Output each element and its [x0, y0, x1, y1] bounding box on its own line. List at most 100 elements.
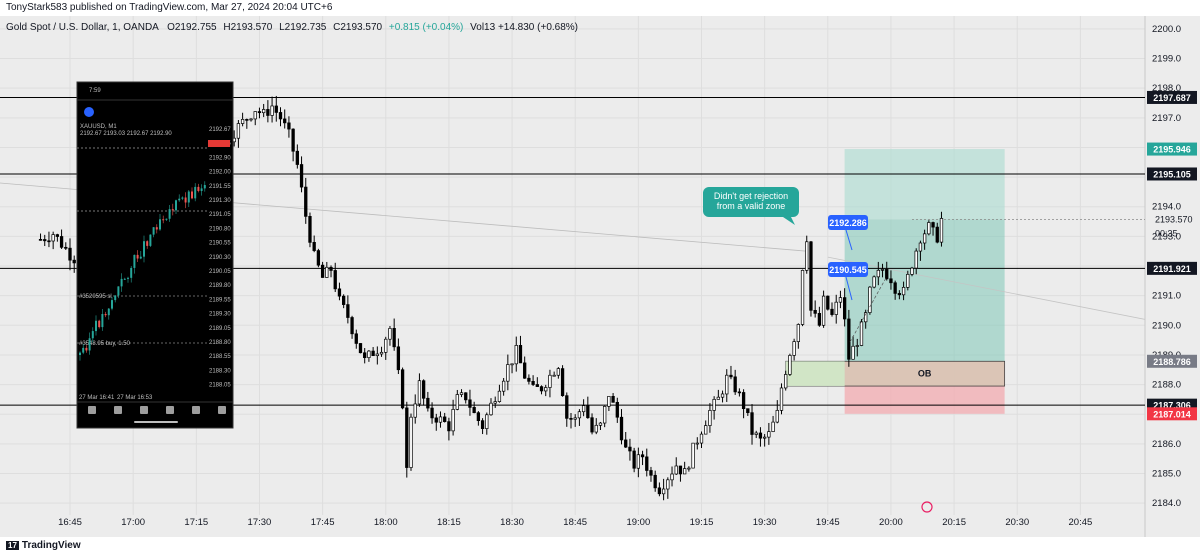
candle-body — [737, 391, 742, 394]
chart-legend: Gold Spot / U.S. Dollar, 1, OANDA O2192.… — [6, 22, 578, 33]
price-tag-label: 2195.105 — [1153, 169, 1191, 179]
candle-body — [59, 236, 64, 248]
candle-body — [640, 454, 645, 458]
candle-body — [590, 417, 594, 433]
candle-body — [291, 128, 295, 152]
phone-order-buy: #3548.95 buy, 1.50 — [79, 341, 131, 347]
candle-body — [746, 408, 750, 414]
candle-body — [771, 421, 775, 432]
phone-app-icon — [84, 107, 94, 117]
candle-body — [889, 278, 893, 284]
candle-body — [464, 392, 468, 401]
projection-line — [849, 277, 887, 343]
candle-body — [501, 380, 506, 392]
candle-body — [729, 374, 733, 378]
phone-price-label: 2189.80 — [209, 283, 231, 289]
phone-candle-body — [88, 338, 91, 351]
phone-candle-body — [187, 191, 190, 203]
candle-body — [603, 405, 607, 424]
candle-body — [666, 479, 670, 490]
candle-body — [342, 295, 346, 305]
x-tick-label: 19:30 — [753, 517, 777, 528]
phone-candle-body — [111, 300, 113, 309]
phone-price-label: 2191.55 — [209, 184, 231, 190]
candle-body — [758, 432, 763, 439]
y-tick-label: 2193.0 — [1152, 231, 1181, 242]
x-tick-label: 19:45 — [816, 517, 840, 528]
price-tag-label: 2191.921 — [1153, 264, 1191, 274]
candle-body — [518, 345, 523, 364]
price-tag-box — [1147, 142, 1197, 156]
candle-body — [615, 401, 619, 418]
candle-body — [308, 216, 312, 243]
candle-body — [38, 238, 43, 241]
phone-nav-icon — [192, 406, 200, 414]
phone-price-label: 2190.80 — [209, 226, 231, 232]
candle-body — [325, 266, 329, 278]
phone-home-bar — [134, 421, 178, 423]
tradingview-logo[interactable]: 17 TradingView — [6, 540, 81, 551]
candle-body — [624, 439, 628, 448]
phone-candle-body — [104, 313, 107, 316]
price-tag-label: 2195.946 — [1153, 145, 1191, 155]
candle-body — [55, 234, 60, 237]
candle-body — [489, 402, 493, 416]
candle-body — [868, 286, 872, 313]
candle-body — [569, 418, 573, 420]
phone-nav-icon — [140, 406, 148, 414]
candle-body — [939, 218, 944, 243]
time-axis[interactable]: 16:45 17:00 17:15 17:30 17:45 18:00 18:15 18:30… — [58, 517, 1092, 528]
phone-quote: 2192.67 2193.03 2192.67 2192.90 — [80, 131, 172, 137]
phone-candle-body — [171, 209, 174, 211]
candle-body — [523, 362, 527, 379]
candle-body — [47, 240, 51, 243]
phone-candle-body — [200, 188, 203, 191]
candle-body — [447, 421, 451, 432]
candle-body — [64, 246, 68, 249]
candle-body — [409, 416, 413, 468]
candle-body — [784, 374, 788, 389]
candle-body — [371, 350, 375, 357]
phone-price-label: 2189.30 — [209, 312, 231, 318]
candle-body — [826, 295, 830, 310]
x-tick-label: 17:45 — [311, 517, 335, 528]
phone-candle-body — [130, 267, 133, 278]
candle-body — [897, 293, 902, 296]
candle-body — [611, 396, 615, 403]
candle-body — [762, 436, 767, 439]
phone-price-label: 2190.30 — [209, 255, 231, 261]
candle-body — [914, 250, 918, 269]
legend-symbol: Gold Spot / U.S. Dollar, 1, OANDA — [6, 22, 159, 33]
candle-body — [607, 396, 611, 407]
y-tick-label: 2188.0 — [1152, 380, 1181, 391]
candle-body — [922, 233, 927, 244]
y-tick-label: 2197.0 — [1152, 113, 1181, 124]
price-note-box — [828, 215, 868, 230]
candle-body — [506, 364, 510, 382]
publish-bar: TonyStark583 published on TradingView.co… — [0, 0, 1200, 16]
phone-candle-body — [82, 347, 85, 353]
phone-candle-body — [91, 331, 94, 339]
price-tag-box — [1147, 354, 1197, 368]
x-tick-label: 17:15 — [184, 517, 208, 528]
y-tick-label: 2184.0 — [1152, 498, 1181, 509]
x-tick-label: 18:45 — [563, 517, 587, 528]
candle-body — [577, 411, 582, 419]
phone-price-label: 2188.05 — [209, 383, 231, 389]
price-note-text: 2190.545 — [829, 265, 867, 275]
candle-body — [687, 467, 691, 470]
candle-body — [775, 410, 779, 423]
candle-body — [657, 487, 662, 495]
x-tick-label: 17:30 — [248, 517, 272, 528]
candle-body — [927, 222, 931, 235]
phone-candle-body — [181, 197, 184, 199]
lightning-icon — [921, 501, 933, 513]
trendline — [827, 256, 1146, 320]
phone-candle-body — [127, 277, 129, 279]
candle-body — [581, 405, 586, 413]
phone-price-label: 2190.05 — [209, 269, 231, 275]
candle-body — [628, 446, 632, 452]
profit-zone — [844, 149, 1005, 362]
candle-body — [278, 112, 283, 120]
